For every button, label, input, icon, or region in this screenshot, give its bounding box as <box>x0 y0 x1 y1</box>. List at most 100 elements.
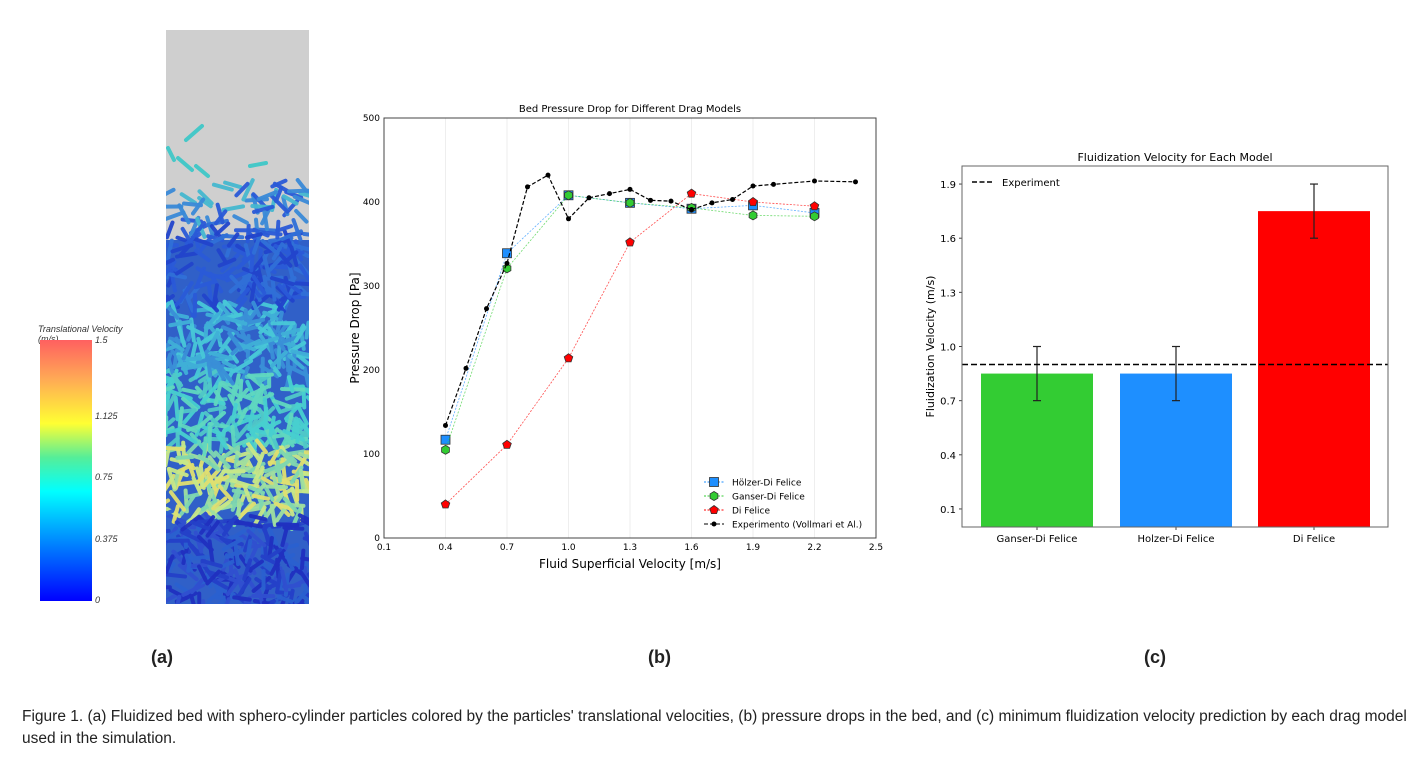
particle <box>166 572 188 579</box>
data-point-dot <box>545 172 551 178</box>
y-tick-label: 0.1 <box>940 505 956 516</box>
legend-label: Experimento (Vollmari et Al.) <box>732 521 862 531</box>
particle <box>199 331 218 346</box>
particle <box>175 454 195 460</box>
particle <box>249 281 257 303</box>
x-tick-label: 1.3 <box>623 543 637 553</box>
legend-label: Ganser-Di Felice <box>732 493 805 503</box>
particle <box>300 517 309 527</box>
colorbar-tick: 0.375 <box>95 534 118 544</box>
particle <box>256 190 279 202</box>
particle <box>284 551 295 571</box>
particle <box>300 556 309 562</box>
x-tick-label: 0.7 <box>500 543 514 553</box>
data-point-pentagon <box>502 439 512 449</box>
fluidization-velocity-chart: Fluidization Velocity for Each Model 0.1 0… <box>924 151 1389 545</box>
particle <box>282 583 302 589</box>
particle <box>197 189 214 206</box>
particle <box>230 384 237 403</box>
particle <box>204 468 218 492</box>
data-point-dot <box>504 260 510 266</box>
particle <box>246 441 263 464</box>
particle <box>287 365 309 378</box>
y-tick-label: 400 <box>363 198 380 208</box>
data-point-square <box>709 477 719 487</box>
particle <box>291 218 303 242</box>
particle <box>251 274 267 295</box>
plot-frame <box>383 117 877 539</box>
particle <box>222 315 248 326</box>
particle <box>182 356 202 362</box>
particle <box>274 501 295 512</box>
particle <box>251 576 272 593</box>
particle <box>284 390 306 401</box>
particle <box>275 557 281 579</box>
data-point-hexagon <box>502 263 512 274</box>
particle <box>298 263 309 283</box>
particle <box>230 424 236 447</box>
particle <box>294 281 309 287</box>
particle <box>190 236 214 247</box>
particle <box>302 590 309 599</box>
particle <box>235 255 253 270</box>
particle <box>215 586 236 597</box>
data-point-pentagon <box>709 505 719 515</box>
particle <box>167 339 185 352</box>
particle <box>268 599 277 604</box>
particle <box>176 354 189 375</box>
particle <box>247 559 264 572</box>
particle <box>203 410 220 427</box>
particle <box>235 398 243 417</box>
particle <box>263 528 271 547</box>
particle <box>273 544 289 564</box>
particle <box>252 468 266 491</box>
particle <box>271 328 286 352</box>
particle <box>281 194 299 206</box>
data-point-pentagon <box>809 201 820 211</box>
particle <box>225 269 250 283</box>
particle <box>244 539 253 564</box>
particle <box>245 432 257 453</box>
particle <box>186 325 208 338</box>
particle <box>180 226 194 246</box>
particle <box>259 364 280 379</box>
data-point-dot <box>771 181 776 187</box>
data-point-dot <box>668 198 674 204</box>
particle <box>262 255 272 278</box>
data-point-dot <box>484 306 489 312</box>
particle <box>195 464 213 485</box>
particle <box>193 280 215 290</box>
particle <box>291 243 309 252</box>
particle <box>273 243 290 256</box>
particle <box>295 402 309 426</box>
data-point-hexagon <box>625 197 635 208</box>
particle <box>300 292 309 297</box>
particle <box>233 543 241 567</box>
particle <box>232 595 252 602</box>
pressure-drop-chart: Bed Pressure Drop for Different Drag Mod… <box>348 104 883 571</box>
x-tick-label: 0.4 <box>438 543 453 553</box>
particle <box>236 498 242 517</box>
particle <box>269 276 295 287</box>
data-point-pentagon <box>440 499 451 509</box>
particle <box>242 558 253 582</box>
particle <box>198 383 212 399</box>
colorbar-title: Translational Velocity (m/s) <box>38 324 158 344</box>
particle <box>237 407 248 425</box>
particle <box>179 192 198 205</box>
particle <box>265 428 277 450</box>
particle <box>196 534 214 552</box>
particle <box>301 391 307 410</box>
x-tick-label: 0.1 <box>377 543 391 553</box>
particle <box>250 255 266 273</box>
particle <box>247 485 266 495</box>
particle <box>240 329 251 348</box>
particle <box>225 575 243 597</box>
y-tick-label: 0.7 <box>940 397 956 408</box>
particle <box>171 504 180 524</box>
particle <box>180 423 198 434</box>
particle <box>268 445 283 467</box>
particle <box>184 492 202 500</box>
particle <box>166 427 180 435</box>
data-point-square <box>440 434 451 445</box>
